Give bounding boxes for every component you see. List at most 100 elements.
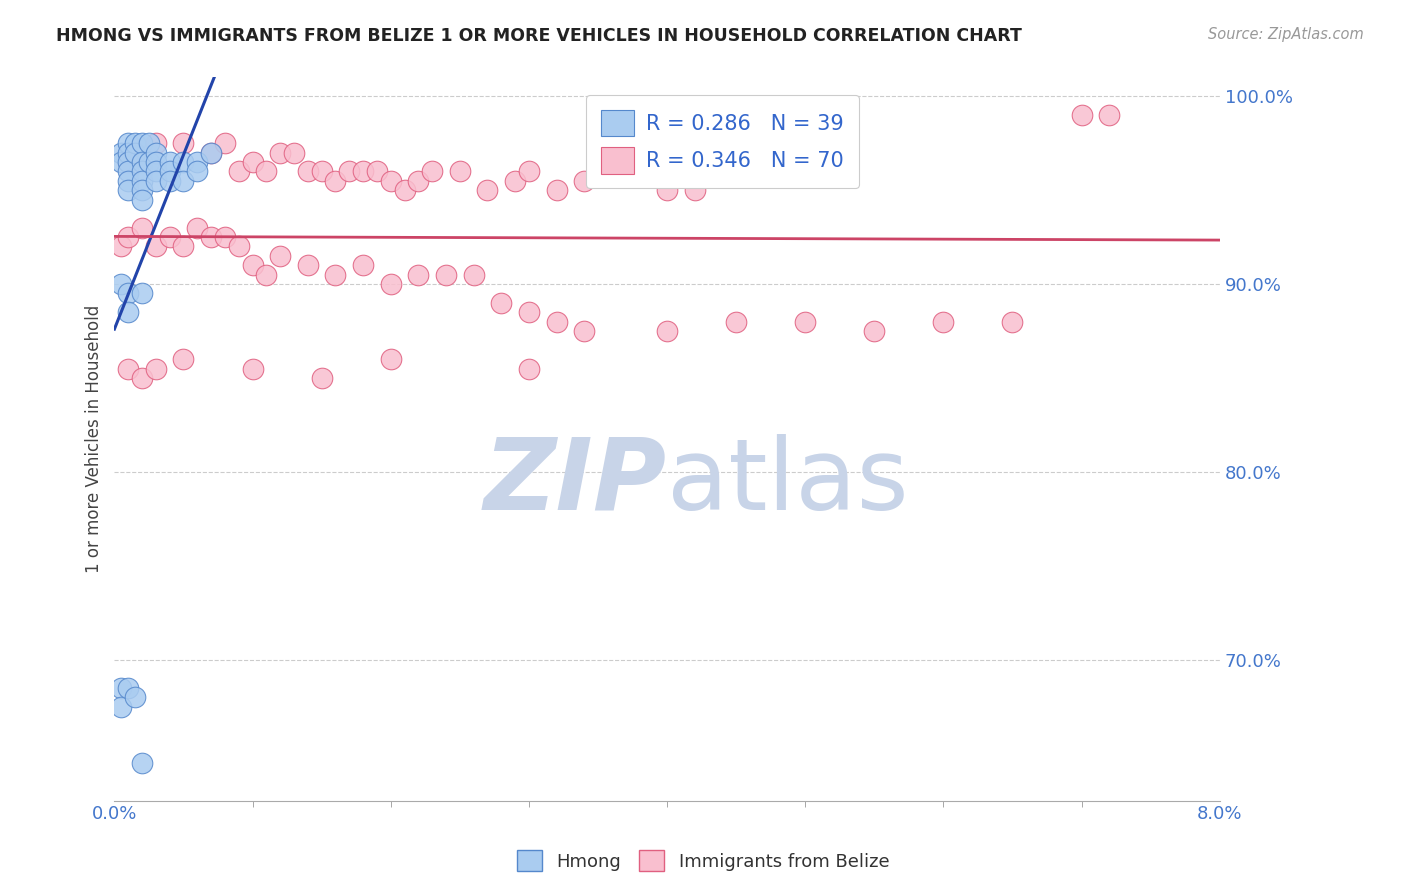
- Point: [434, 268, 457, 282]
- Point: [297, 164, 319, 178]
- Point: [131, 756, 153, 770]
- Point: [131, 174, 153, 188]
- Legend: R = 0.286   N = 39, R = 0.346   N = 70: R = 0.286 N = 39, R = 0.346 N = 70: [586, 95, 859, 188]
- Point: [283, 145, 305, 160]
- Point: [463, 268, 485, 282]
- Point: [200, 145, 222, 160]
- Point: [131, 136, 153, 151]
- Point: [145, 361, 167, 376]
- Point: [131, 371, 153, 385]
- Point: [517, 305, 540, 319]
- Point: [325, 268, 347, 282]
- Point: [503, 174, 526, 188]
- Point: [145, 136, 167, 151]
- Point: [186, 164, 208, 178]
- Point: [269, 249, 291, 263]
- Point: [863, 324, 886, 338]
- Y-axis label: 1 or more Vehicles in Household: 1 or more Vehicles in Household: [86, 305, 103, 574]
- Point: [449, 164, 471, 178]
- Point: [110, 681, 132, 695]
- Point: [269, 145, 291, 160]
- Point: [655, 183, 678, 197]
- Legend: Hmong, Immigrants from Belize: Hmong, Immigrants from Belize: [509, 843, 897, 879]
- Point: [228, 239, 250, 253]
- Point: [159, 155, 181, 169]
- Point: [138, 155, 160, 169]
- Point: [117, 164, 139, 178]
- Point: [228, 164, 250, 178]
- Point: [117, 681, 139, 695]
- Point: [352, 164, 374, 178]
- Point: [325, 174, 347, 188]
- Point: [145, 145, 167, 160]
- Point: [477, 183, 499, 197]
- Point: [1070, 108, 1092, 122]
- Point: [297, 258, 319, 272]
- Point: [1098, 108, 1121, 122]
- Point: [159, 174, 181, 188]
- Point: [420, 164, 443, 178]
- Point: [1001, 315, 1024, 329]
- Point: [145, 155, 167, 169]
- Text: ZIP: ZIP: [484, 434, 666, 531]
- Point: [794, 315, 817, 329]
- Point: [394, 183, 416, 197]
- Point: [117, 155, 139, 169]
- Point: [600, 164, 623, 178]
- Point: [131, 220, 153, 235]
- Point: [572, 174, 595, 188]
- Point: [124, 690, 146, 705]
- Point: [124, 136, 146, 151]
- Point: [242, 361, 264, 376]
- Point: [117, 230, 139, 244]
- Point: [110, 145, 132, 160]
- Point: [159, 164, 181, 178]
- Point: [214, 230, 236, 244]
- Text: Source: ZipAtlas.com: Source: ZipAtlas.com: [1208, 27, 1364, 42]
- Point: [380, 174, 402, 188]
- Point: [200, 230, 222, 244]
- Point: [242, 258, 264, 272]
- Point: [117, 286, 139, 301]
- Point: [131, 193, 153, 207]
- Point: [117, 174, 139, 188]
- Point: [110, 239, 132, 253]
- Point: [145, 174, 167, 188]
- Point: [214, 136, 236, 151]
- Point: [117, 145, 139, 160]
- Point: [173, 136, 195, 151]
- Point: [254, 164, 277, 178]
- Point: [117, 361, 139, 376]
- Point: [380, 352, 402, 367]
- Point: [138, 136, 160, 151]
- Text: HMONG VS IMMIGRANTS FROM BELIZE 1 OR MORE VEHICLES IN HOUSEHOLD CORRELATION CHAR: HMONG VS IMMIGRANTS FROM BELIZE 1 OR MOR…: [56, 27, 1022, 45]
- Point: [725, 315, 748, 329]
- Point: [117, 136, 139, 151]
- Point: [131, 164, 153, 178]
- Point: [173, 174, 195, 188]
- Point: [311, 371, 333, 385]
- Point: [337, 164, 360, 178]
- Point: [380, 277, 402, 291]
- Point: [124, 145, 146, 160]
- Point: [110, 699, 132, 714]
- Point: [200, 145, 222, 160]
- Point: [173, 155, 195, 169]
- Point: [491, 296, 513, 310]
- Point: [655, 324, 678, 338]
- Point: [311, 164, 333, 178]
- Point: [242, 155, 264, 169]
- Point: [110, 155, 132, 169]
- Point: [186, 155, 208, 169]
- Point: [517, 361, 540, 376]
- Point: [173, 239, 195, 253]
- Point: [117, 183, 139, 197]
- Point: [628, 164, 651, 178]
- Point: [572, 324, 595, 338]
- Point: [131, 155, 153, 169]
- Point: [408, 268, 430, 282]
- Point: [366, 164, 388, 178]
- Point: [110, 277, 132, 291]
- Point: [131, 286, 153, 301]
- Point: [546, 183, 568, 197]
